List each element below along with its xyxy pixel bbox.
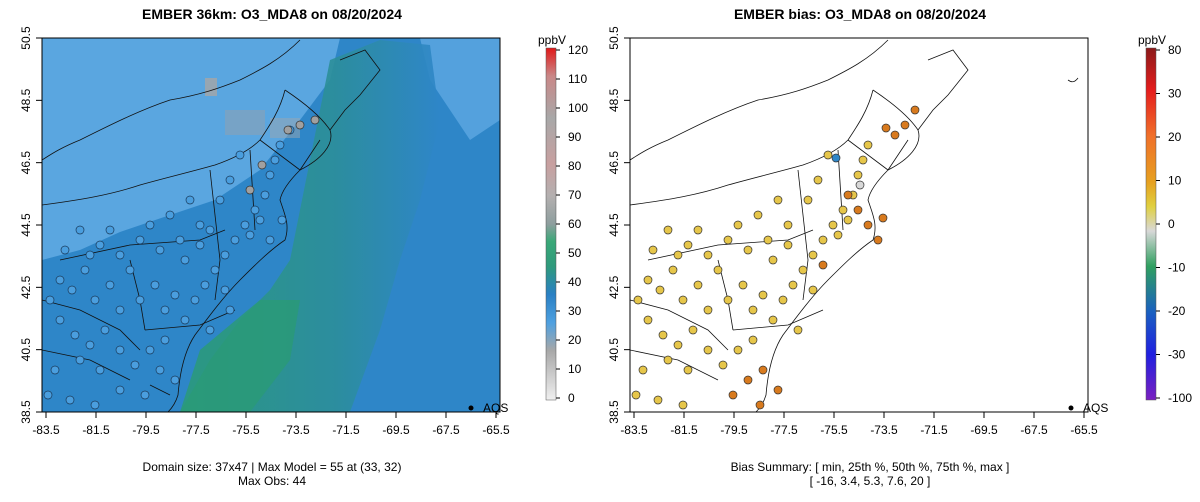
colorbar-tick-label: -30 [1168,348,1186,362]
right-colorbar [1145,47,1157,401]
left-footer-line2: Max Obs: 44 [238,474,306,488]
colorbar-tick-label: 90 [568,130,582,144]
y-tick-label: 46.5 [19,151,33,175]
x-tick-label: -73.5 [870,423,898,437]
left-legend-aqs: AQS [468,401,508,415]
y-tick-label: 42.5 [607,275,621,299]
x-tick-label: -69.5 [970,423,998,437]
x-tick-label: -67.5 [432,423,460,437]
x-tick-label: -81.5 [82,423,110,437]
y-tick-label: 46.5 [607,151,621,175]
svg-text:AQS: AQS [483,401,508,415]
colorbar-tick-label: 70 [568,188,582,202]
y-tick-label: 38.5 [19,400,33,424]
x-tick-label: -83.5 [620,423,648,437]
right-map-field [630,38,1088,412]
colorbar-tick-label: 80 [1168,43,1182,57]
colorbar-tick-label: -10 [1168,261,1186,275]
colorbar-tick-label: 60 [568,217,582,231]
y-tick-label: 50.5 [607,26,621,50]
y-tick-label: 40.5 [19,338,33,362]
right-colorbar-unit: ppbV [1138,33,1166,47]
right-panel-title: EMBER bias: O3_MDA8 on 08/20/2024 [734,6,986,22]
left-map-field [42,38,500,412]
left-x-axis: -83.5 -81.5 -79.5 -77.5 -75.5 -73.5 -71.5 -69.5… [32,412,510,437]
x-tick-label: -77.5 [770,423,798,437]
x-tick-label: -71.5 [332,423,360,437]
colorbar-tick-label: 30 [568,304,582,318]
colorbar-tick-label: 10 [1168,174,1182,188]
colorbar-tick-label: 0 [568,391,575,405]
colorbar-tick-label: 20 [1168,130,1182,144]
right-legend-aqs: AQS [1068,401,1108,415]
y-tick-label: 40.5 [607,338,621,362]
x-tick-label: -65.5 [482,423,510,437]
colorbar-tick-label: 120 [568,43,588,57]
x-tick-label: -67.5 [1020,423,1048,437]
x-tick-label: -69.5 [382,423,410,437]
y-tick-label: 44.5 [19,213,33,237]
x-tick-label: -79.5 [132,423,160,437]
colorbar-tick-label: 20 [568,333,582,347]
y-tick-label: 44.5 [607,213,621,237]
svg-text:AQS: AQS [1083,401,1108,415]
y-tick-label: 38.5 [607,400,621,424]
left-colorbar [545,47,557,401]
colorbar-tick-label: -100 [1168,391,1192,405]
colorbar-tick-label: 40 [568,275,582,289]
y-tick-label: 48.5 [607,88,621,112]
y-tick-label: 50.5 [19,26,33,50]
x-tick-label: -77.5 [182,423,210,437]
x-tick-label: -83.5 [32,423,60,437]
left-panel-title: EMBER 36km: O3_MDA8 on 08/20/2024 [142,6,402,22]
colorbar-tick-label: 110 [568,72,587,86]
x-tick-label: -79.5 [720,423,748,437]
x-tick-label: -81.5 [670,423,698,437]
right-y-axis: 50.5 48.5 46.5 44.5 42.5 40.5 38.5 [607,26,630,424]
x-tick-label: -71.5 [920,423,948,437]
x-tick-label: -65.5 [1070,423,1098,437]
colorbar-tick-label: -20 [1168,304,1186,318]
right-colorbar-ticks: 80 30 20 10 0 -10 -20 -30 -100 [1156,43,1192,405]
right-footer-line1: Bias Summary: [ min, 25th %, 50th %, 75t… [731,460,1010,474]
y-tick-label: 48.5 [19,88,33,112]
y-tick-label: 42.5 [19,275,33,299]
left-y-axis: 50.5 48.5 46.5 44.5 42.5 40.5 38.5 [19,26,42,424]
x-tick-label: -75.5 [820,423,848,437]
colorbar-tick-label: 30 [1168,87,1182,101]
colorbar-tick-label: 80 [568,159,582,173]
left-colorbar-unit: ppbV [538,33,566,47]
x-tick-label: -75.5 [232,423,260,437]
colorbar-tick-label: 50 [568,246,582,260]
left-footer-line1: Domain size: 37x47 | Max Model = 55 at (… [143,460,402,474]
colorbar-tick-label: 100 [568,101,588,115]
x-tick-label: -73.5 [282,423,310,437]
right-footer-line2: [ -16, 3.4, 5.3, 7.6, 20 ] [810,474,931,488]
right-x-axis: -83.5 -81.5 -79.5 -77.5 -75.5 -73.5 -71.5 -69.5… [620,412,1098,437]
colorbar-tick-label: 10 [568,362,582,376]
colorbar-tick-label: 0 [1168,217,1175,231]
